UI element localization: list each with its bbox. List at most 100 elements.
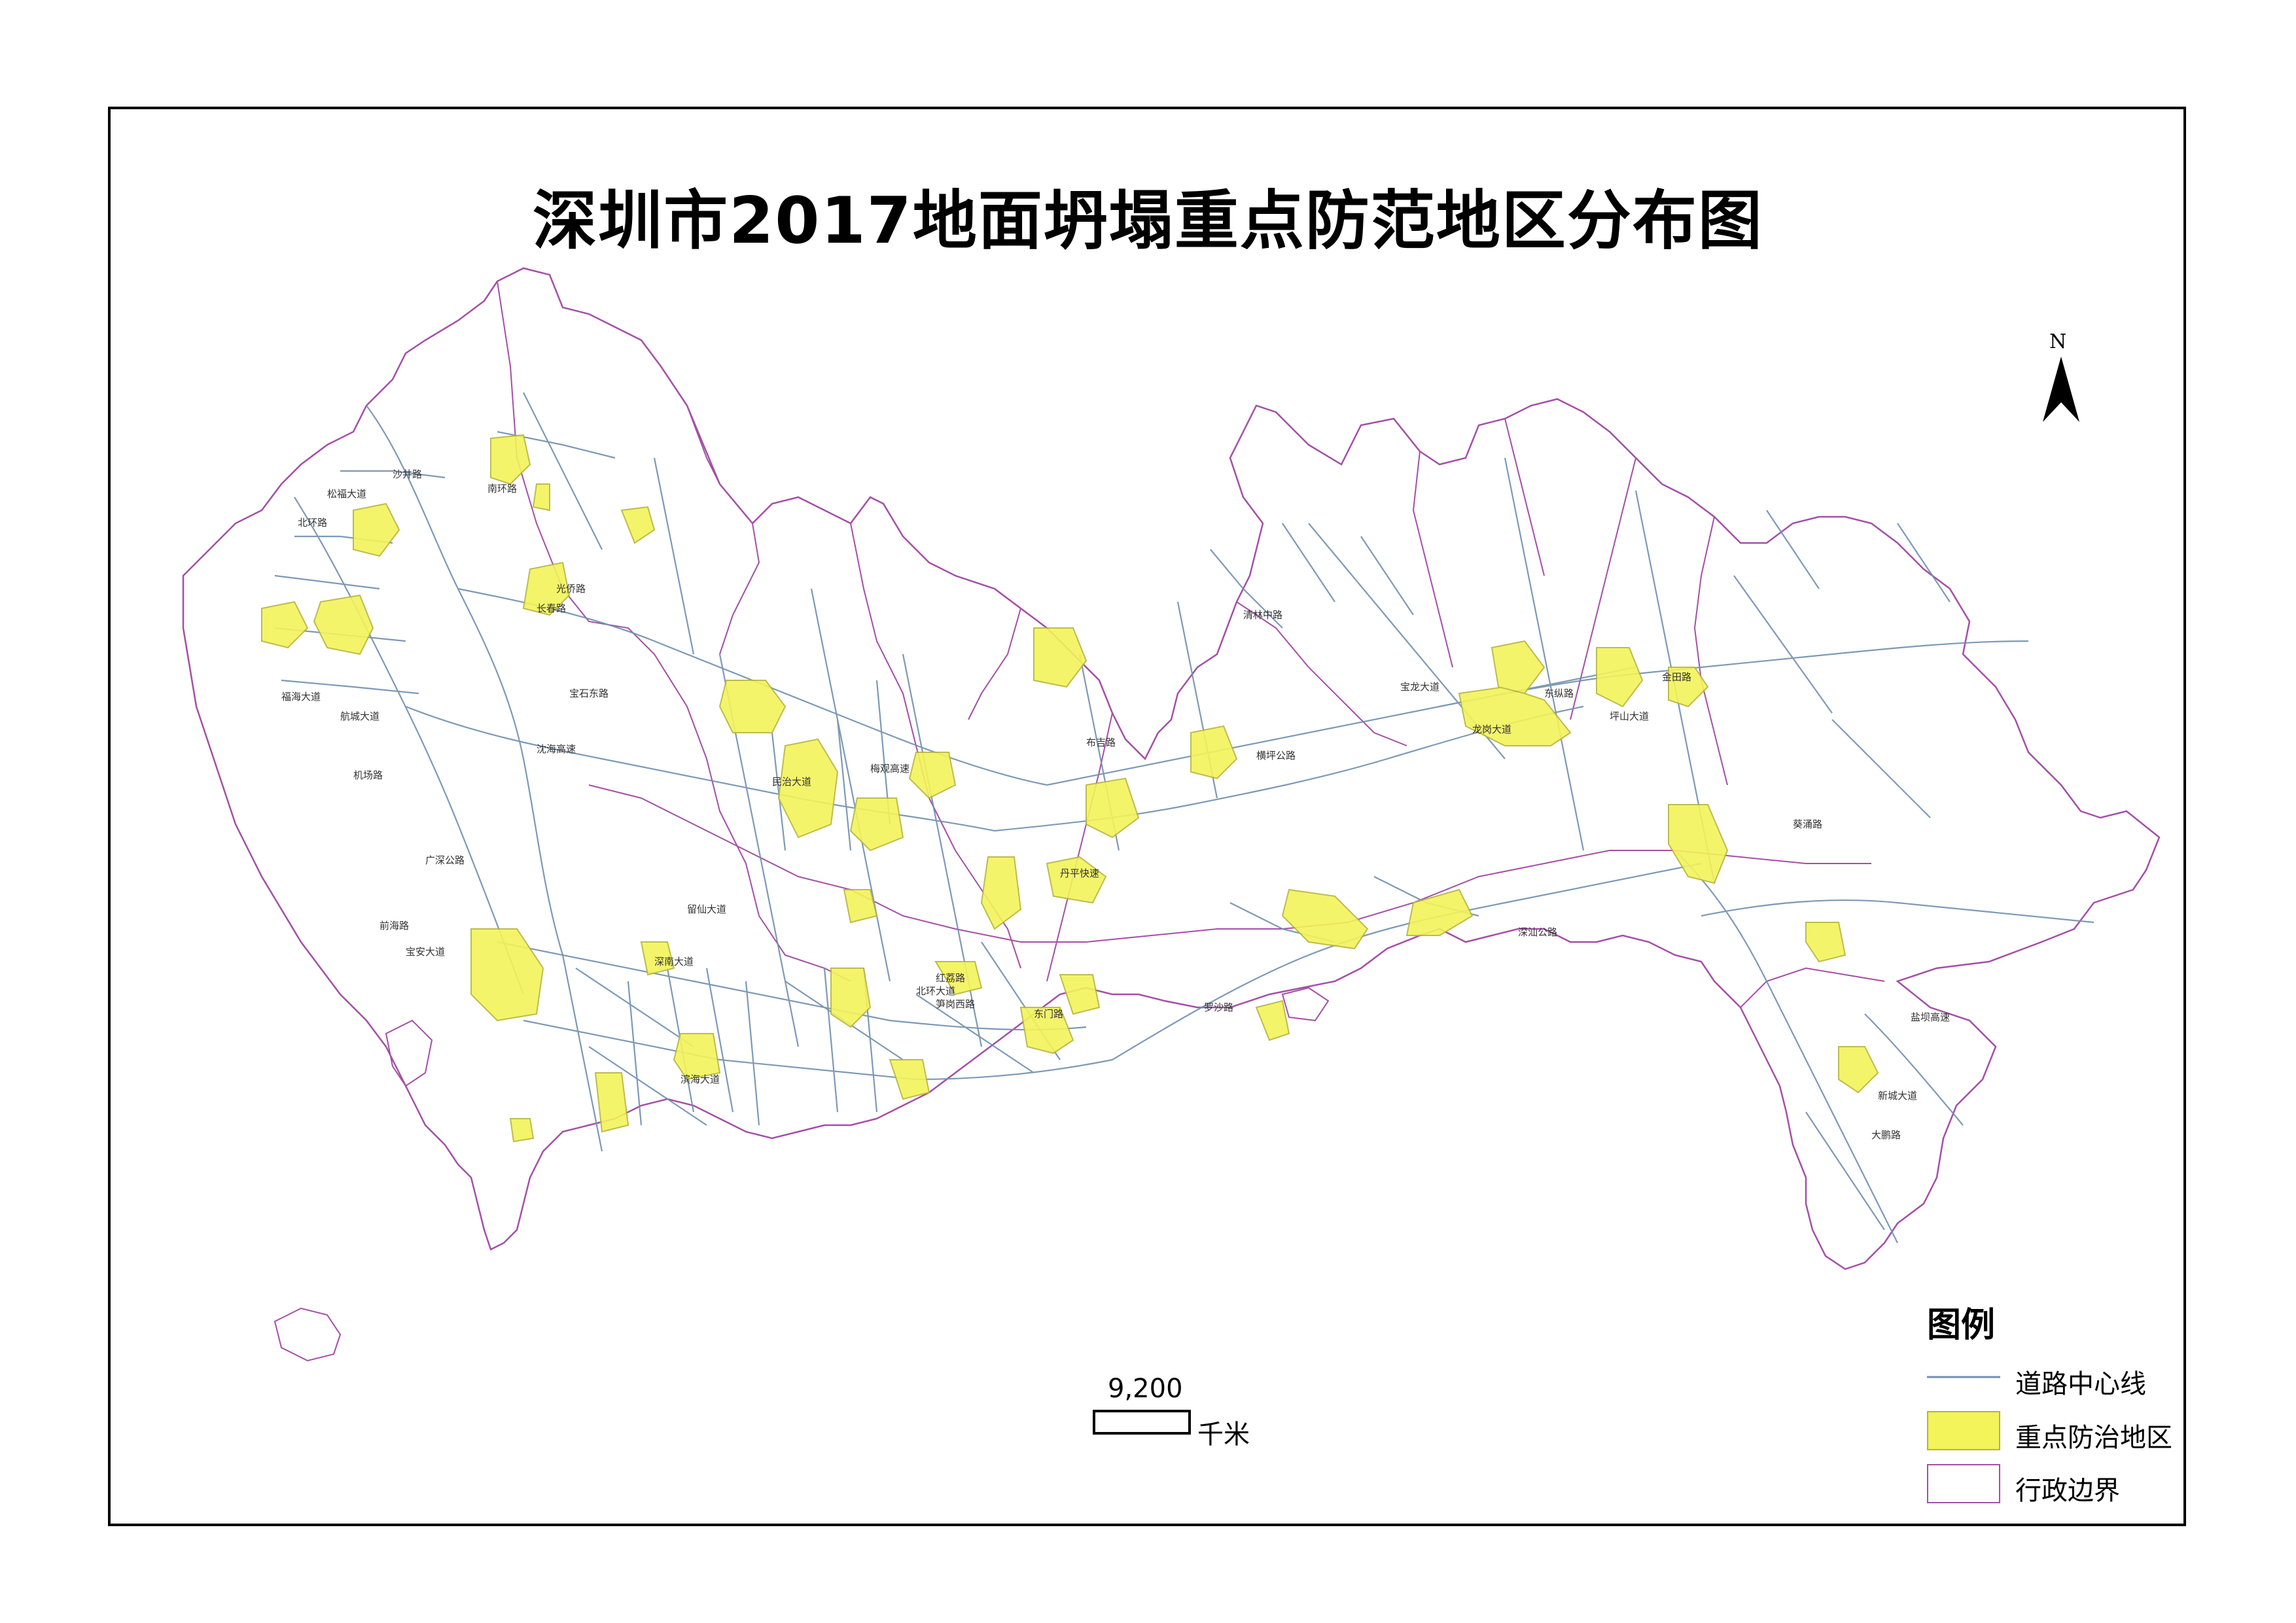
prevention-zone [718, 680, 786, 733]
prevention-zone [980, 856, 1022, 930]
road-label: 龙岗大道 [1472, 724, 1511, 735]
road-label: 东门路 [1034, 1008, 1063, 1020]
boundary-outline-icon [1927, 1464, 2000, 1503]
road-label: 笋岗西路 [936, 998, 975, 1010]
city-boundary [182, 267, 2161, 1270]
prevention-zone [673, 1033, 721, 1081]
prevention-zone [509, 1118, 535, 1143]
legend-item-road: 道路中心线 [1927, 1357, 2156, 1399]
road-label: 航城大道 [340, 710, 380, 722]
legend-label: 重点防治地区 [2015, 1423, 2172, 1453]
prevention-zone [777, 738, 839, 839]
road-label: 坪山大道 [1610, 710, 1649, 722]
road-label: 松福大道 [327, 488, 366, 500]
road-label: 葵涌路 [1793, 818, 1822, 830]
legend-label: 行政边界 [2015, 1476, 2120, 1506]
prevention-zone [1281, 888, 1369, 950]
road-label: 布吉路 [1086, 737, 1116, 748]
prevention-zone [908, 752, 957, 799]
road-label: 横坪公路 [1256, 750, 1296, 761]
prevention-zone [313, 594, 374, 655]
scale-bar [1093, 1410, 1191, 1435]
scale-value: 9,200 [1108, 1374, 1183, 1404]
legend-item-zone: 重点防治地区 [1927, 1411, 2172, 1453]
road-line-icon [1927, 1376, 2000, 1378]
road-network [274, 392, 2094, 1244]
prevention-zone [620, 506, 656, 544]
road-label: 民治大道 [772, 776, 811, 788]
road-label: 北环路 [298, 517, 327, 529]
road-label: 滨海大道 [680, 1073, 720, 1085]
prevention-zone [1805, 922, 1846, 963]
prevention-zone [261, 601, 309, 649]
road-label: 福海大道 [281, 691, 321, 703]
legend-item-boundary: 行政边界 [1927, 1464, 2156, 1506]
prevention-zone [1668, 804, 1729, 884]
prevention-zone [1596, 647, 1644, 708]
district-boundary [497, 281, 1885, 1008]
road-label: 北环大道 [916, 985, 955, 997]
road-label: 前海路 [380, 920, 409, 932]
scale-unit: 千米 [1197, 1420, 1250, 1450]
road-label: 宝石东路 [569, 688, 609, 699]
prevention-zone [849, 797, 904, 852]
prevention-zones[interactable] [261, 434, 1879, 1143]
prevention-zone [1019, 1007, 1074, 1055]
road-label: 广深公路 [425, 854, 465, 866]
prevention-zone [640, 941, 675, 976]
north-label: N [2049, 330, 2067, 353]
prevention-zone [594, 1072, 629, 1133]
prevention-zone [1033, 627, 1087, 688]
prevention-zone [1255, 1000, 1290, 1041]
road-label: 长春路 [537, 602, 566, 614]
road-label: 金田路 [1662, 671, 1691, 683]
road-label: 红荔路 [936, 972, 965, 984]
prevention-zone [470, 928, 544, 1022]
road-label: 光侨路 [556, 583, 586, 595]
road-label: 机场路 [353, 769, 383, 781]
road-label: 深汕公路 [1518, 926, 1557, 938]
prevention-zone [843, 889, 878, 924]
prevention-zone [1046, 856, 1107, 904]
legend-label: 道路中心线 [2015, 1369, 2146, 1399]
road-labels: 北环路 南环路 光侨路 长春路 宝石东路 沈海高速 机场路 福海大道 航城大道 … [281, 468, 1950, 1141]
road-label: 丹平快速 [1060, 867, 1099, 879]
road-label: 留仙大道 [687, 903, 726, 915]
prevention-zone [353, 502, 400, 557]
prevention-zone [1059, 974, 1101, 1015]
island [274, 1307, 342, 1362]
prevention-zone [1491, 640, 1545, 695]
prevention-zone [522, 561, 571, 616]
road-label: 宝龙大道 [1400, 681, 1439, 693]
map-frame [108, 107, 2186, 1526]
road-label: 大鹏路 [1871, 1129, 1901, 1141]
road-label: 清林中路 [1243, 609, 1282, 621]
road-label: 新城大道 [1878, 1090, 1917, 1102]
road-label: 沈海高速 [537, 743, 576, 755]
north-arrow-icon [2043, 357, 2079, 422]
island [1281, 986, 1330, 1022]
prevention-zone [830, 968, 872, 1028]
prevention-zone [532, 483, 550, 512]
road-label: 深南大道 [654, 956, 694, 968]
road-label: 南环路 [487, 483, 517, 495]
road-label: 梅观高速 [870, 763, 910, 775]
prevention-zone [490, 434, 531, 485]
prevention-zone [1190, 725, 1238, 780]
road-label: 宝安大道 [406, 946, 445, 958]
road-label: 盐坝高速 [1911, 1011, 1950, 1023]
legend-title: 图例 [1927, 1306, 1996, 1345]
prevention-zone [1668, 667, 1709, 708]
prevention-zone [1086, 777, 1140, 839]
road-label: 沙井路 [393, 468, 422, 480]
island [385, 1019, 433, 1087]
map-title: 深圳市2017地面坍塌重点防范地区分布图 [533, 184, 1763, 258]
road-label: 东纵路 [1544, 688, 1574, 699]
road-label: 罗沙路 [1204, 1002, 1233, 1013]
prevention-zone [889, 1059, 930, 1100]
prevention-zone [1838, 1046, 1879, 1094]
zone-fill-icon [1927, 1411, 2000, 1450]
prevention-zone [934, 961, 983, 996]
prevention-zone [1405, 888, 1474, 936]
